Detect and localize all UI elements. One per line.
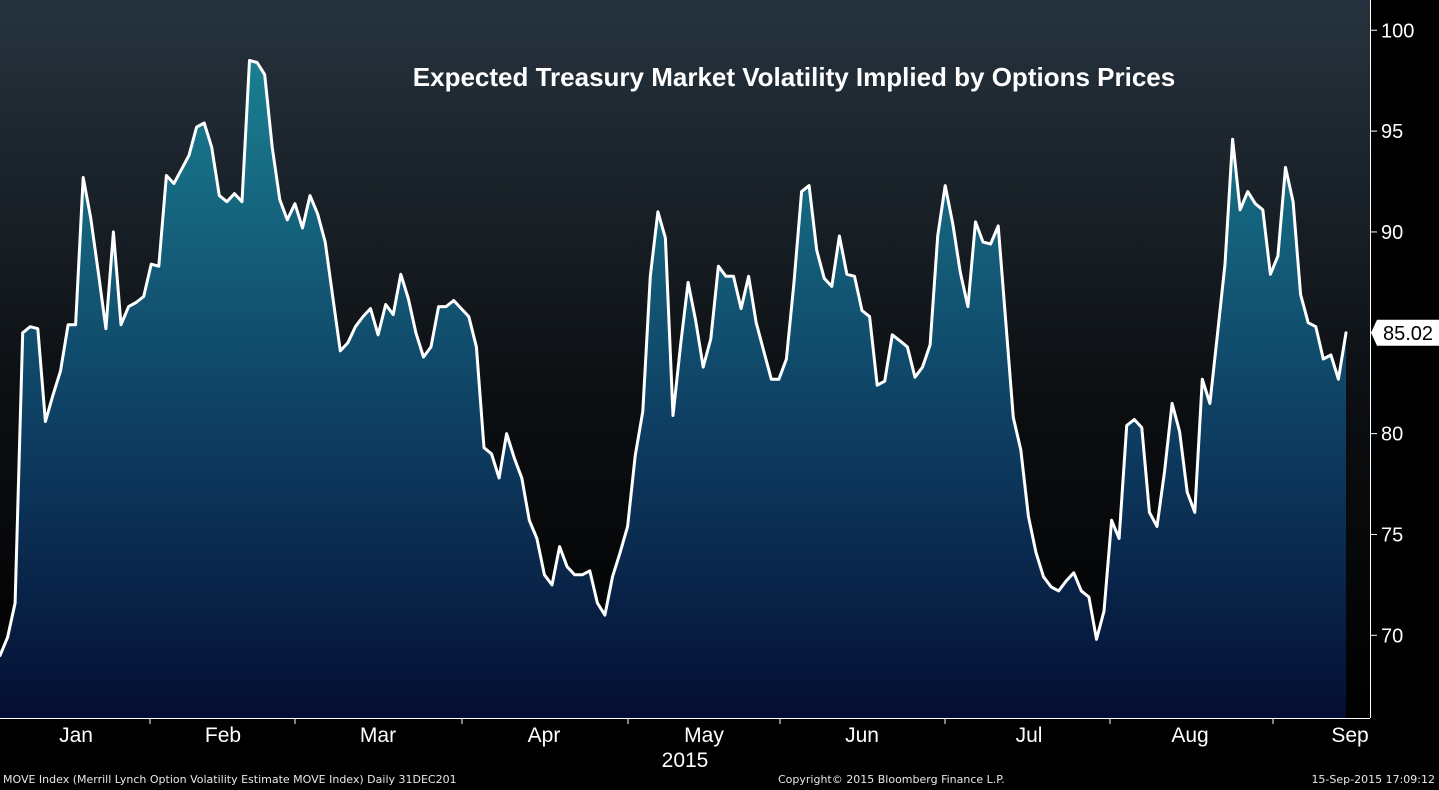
footer-timestamp: 15-Sep-2015 17:09:12 — [1311, 773, 1435, 786]
footer-copyright: Copyright© 2015 Bloomberg Finance L.P. — [778, 773, 1005, 786]
y-tick-label: 100 — [1381, 20, 1414, 42]
y-tick-label: 95 — [1381, 121, 1403, 143]
y-tick-label: 90 — [1381, 222, 1403, 244]
y-tick-label: 80 — [1381, 424, 1403, 446]
x-tick-label: Aug — [1171, 724, 1208, 747]
x-tick-label: Feb — [205, 724, 241, 747]
x-tick-label: May — [684, 724, 724, 747]
x-tick-label: Mar — [360, 724, 396, 747]
last-value-tag: 85.02 — [1371, 319, 1439, 346]
last-value-badge — [1371, 319, 1439, 346]
y-tick-label: 75 — [1381, 524, 1403, 546]
last-value-label: 85.02 — [1383, 323, 1433, 345]
year-label: 2015 — [662, 749, 709, 772]
x-axis-ticks: Jan Feb Mar Apr May Jun Jul Aug Sep — [59, 718, 1369, 747]
x-tick-label: Sep — [1331, 724, 1368, 747]
x-tick-label: Jul — [1016, 724, 1043, 747]
x-tick-label: Jun — [845, 724, 879, 747]
footer-source: MOVE Index (Merrill Lynch Option Volatil… — [3, 773, 457, 786]
x-tick-label: Jan — [59, 724, 93, 747]
chart-title: Expected Treasury Market Volatility Impl… — [413, 62, 1175, 92]
series-line — [0, 59, 1348, 657]
y-tick-label: 70 — [1381, 625, 1403, 647]
series-area-fill — [0, 60, 1346, 718]
x-tick-label: Apr — [528, 724, 561, 747]
